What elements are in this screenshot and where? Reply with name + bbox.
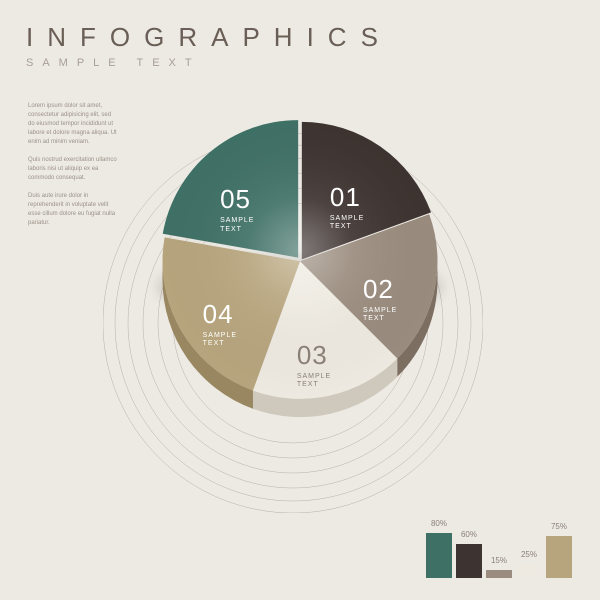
lorem-paragraph: Lorem ipsum dolor sit amet, consectetur … — [28, 102, 118, 147]
mini-bar: 80% — [426, 533, 452, 578]
mini-bar-chart: 80%60%15%25%75% — [426, 533, 572, 578]
mini-bar: 75% — [546, 536, 572, 578]
mini-bar-label: 75% — [546, 522, 572, 531]
page-subtitle: SAMPLE TEXT — [26, 57, 392, 69]
mini-bar-label: 25% — [516, 550, 542, 559]
mini-bar: 60% — [456, 544, 482, 578]
mini-bar: 25% — [516, 564, 542, 578]
header: INFOGRAPHICS SAMPLE TEXT — [26, 22, 392, 69]
lorem-paragraph: Duis aute irure dolor in reprehenderit i… — [28, 192, 118, 228]
mini-bar-label: 15% — [486, 556, 512, 565]
lorem-paragraph: Quis nostrud exercitation ullamco labori… — [28, 156, 118, 183]
page-title: INFOGRAPHICS — [26, 22, 392, 53]
mini-bar-label: 80% — [426, 519, 452, 528]
pie-chart: 01SAMPLETEXT02SAMPLETEXT03SAMPLETEXT04SA… — [135, 110, 465, 440]
mini-bar-label: 60% — [456, 530, 482, 539]
pie-slice-05 — [163, 120, 298, 257]
description-text: Lorem ipsum dolor sit amet, consectetur … — [28, 102, 118, 228]
mini-bar: 15% — [486, 570, 512, 578]
